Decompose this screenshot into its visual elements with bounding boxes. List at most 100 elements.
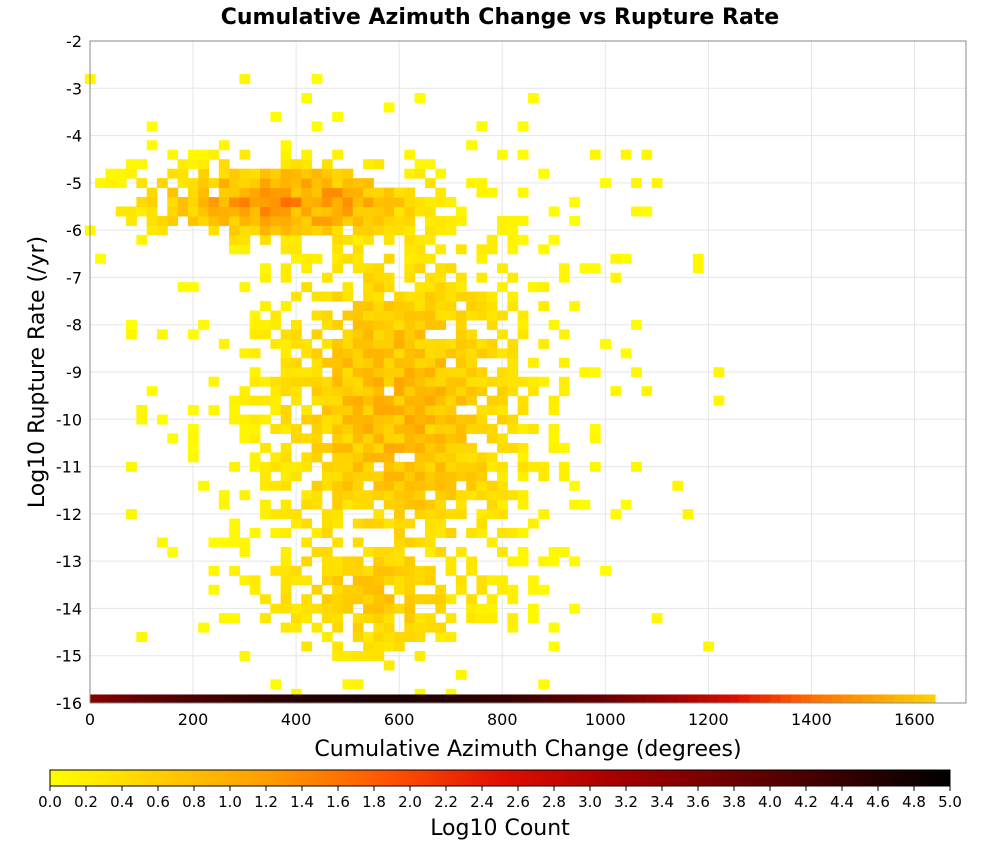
heatmap-cell: [332, 433, 343, 444]
heatmap-cell: [270, 225, 282, 236]
heatmap-cell: [352, 197, 364, 207]
heatmap-cell: [270, 338, 282, 349]
heatmap-cell: [352, 253, 364, 264]
heatmap-cell: [373, 376, 385, 387]
heatmap-cell: [404, 272, 416, 283]
heatmap-cell: [363, 424, 374, 434]
heatmap-cell: [424, 348, 436, 359]
heatmap-cell: [301, 197, 313, 207]
heatmap-cell: [342, 206, 354, 217]
bottom-row-cell: [543, 694, 555, 703]
heatmap-cell: [486, 395, 498, 406]
heatmap-cell: [383, 565, 395, 576]
bottom-row-cell: [883, 694, 895, 703]
heatmap-cell: [414, 386, 426, 397]
heatmap-cell: [435, 197, 447, 207]
heatmap-cell: [548, 424, 560, 434]
heatmap-cell: [435, 414, 447, 425]
heatmap-cell: [363, 159, 374, 170]
heatmap-cell: [311, 178, 323, 189]
heatmap-cell: [290, 613, 302, 624]
heatmap-cell: [404, 433, 416, 444]
heatmap-cell: [270, 679, 282, 690]
heatmap-outlier-cell: [631, 367, 642, 378]
heatmap-cell: [414, 282, 426, 293]
heatmap-cell: [466, 386, 477, 397]
bottom-row-cell: [656, 694, 668, 703]
heatmap-cell: [497, 367, 508, 378]
heatmap-cell: [373, 197, 385, 207]
bottom-row-cell: [914, 694, 926, 703]
heatmap-cell: [548, 556, 560, 567]
heatmap-cell: [342, 329, 354, 340]
heatmap-cell: [321, 319, 333, 330]
heatmap-cell: [373, 357, 385, 368]
y-tick-label: -12: [56, 505, 82, 524]
bottom-row-cell: [461, 694, 472, 703]
heatmap-cell: [435, 272, 447, 283]
heatmap-cell: [548, 546, 560, 557]
colorbar-tick-label: 4.4: [830, 793, 854, 811]
heatmap-cell: [435, 622, 447, 633]
x-tick-label: 0: [85, 710, 95, 729]
heatmap-cell: [435, 509, 447, 520]
heatmap-cell: [414, 263, 426, 274]
heatmap-cell: [383, 452, 395, 463]
heatmap-cell: [218, 499, 230, 510]
heatmap-cell: [352, 594, 364, 605]
heatmap-cell: [548, 433, 560, 444]
x-tick-label: 1200: [688, 710, 729, 729]
heatmap-cell: [249, 225, 261, 236]
heatmap-cell: [301, 187, 313, 198]
heatmap-cell: [497, 386, 508, 397]
heatmap-cell: [486, 537, 498, 548]
bottom-row-cell: [605, 694, 617, 703]
heatmap-cell: [352, 395, 364, 406]
heatmap-cell: [249, 197, 261, 207]
heatmap-cell: [435, 471, 447, 482]
heatmap-cell: [342, 594, 354, 605]
heatmap-cell: [383, 395, 395, 406]
heatmap-cell: [620, 253, 632, 264]
heatmap-cell: [373, 319, 385, 330]
heatmap-cell: [352, 367, 364, 378]
heatmap-cell: [290, 575, 302, 586]
heatmap-cell: [435, 424, 447, 434]
bottom-row-cell: [564, 694, 575, 703]
heatmap-outlier-cell: [692, 263, 704, 274]
heatmap-cell: [455, 395, 467, 406]
heatmap-cell: [352, 679, 364, 690]
heatmap-cell: [383, 405, 395, 416]
heatmap-cell: [270, 187, 282, 198]
heatmap-cell: [270, 509, 282, 520]
heatmap-cell: [363, 357, 374, 368]
heatmap-cell: [507, 424, 519, 434]
heatmap-cell: [424, 575, 436, 586]
heatmap-cell: [321, 414, 333, 425]
heatmap-cell: [424, 471, 436, 482]
heatmap-cell: [455, 338, 467, 349]
heatmap-cell: [383, 301, 395, 312]
heatmap-cell: [466, 452, 477, 463]
heatmap-outlier-cell: [156, 537, 168, 548]
heatmap-cell: [249, 395, 261, 406]
heatmap-cell: [424, 197, 436, 207]
x-tick-label: 1600: [894, 710, 935, 729]
heatmap-cell: [466, 613, 477, 624]
heatmap-cell: [260, 471, 271, 482]
heatmap-cell: [146, 215, 158, 226]
heatmap-cell: [363, 442, 374, 453]
bottom-row-cell: [533, 694, 544, 703]
heatmap-cell: [383, 367, 395, 378]
heatmap-cell: [435, 518, 447, 529]
heatmap-cell: [373, 282, 385, 293]
heatmap-cell: [404, 613, 416, 624]
heatmap-cell: [249, 168, 261, 179]
heatmap-cell: [435, 528, 447, 538]
heatmap-cell: [476, 490, 488, 501]
heatmap-cell: [249, 461, 261, 472]
heatmap-cell: [290, 319, 302, 330]
heatmap-cell: [290, 244, 302, 255]
heatmap-cell: [476, 518, 488, 529]
heatmap-cell: [280, 575, 292, 586]
